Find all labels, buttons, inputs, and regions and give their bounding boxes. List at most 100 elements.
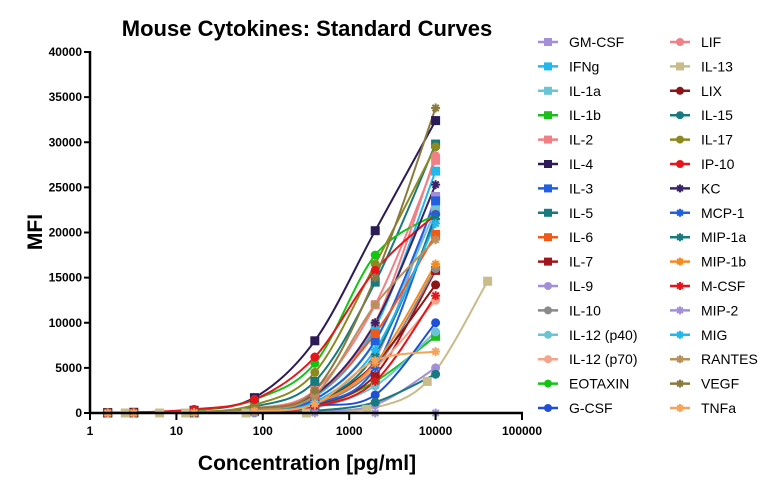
data-point	[431, 291, 441, 301]
data-point	[431, 205, 441, 215]
legend-marker-icon	[544, 86, 552, 95]
legend-marker-icon	[544, 306, 552, 315]
legend-label: IL-5	[569, 205, 593, 221]
y-tick-label: 0	[75, 406, 82, 420]
data-point	[370, 259, 380, 269]
data-point	[370, 300, 380, 310]
legend-item: IL-17	[670, 132, 733, 148]
legend-label: IFNg	[569, 58, 599, 74]
legend-item: IL-10	[538, 302, 601, 318]
legend-item: MCP-1	[670, 205, 745, 221]
x-tick-label: 100	[253, 424, 273, 438]
y-tick-label: 35000	[49, 90, 83, 104]
data-point	[431, 331, 441, 341]
legend-marker-icon	[676, 135, 684, 144]
curve-il-5	[107, 143, 437, 415]
plot-curves	[107, 107, 489, 415]
data-point	[370, 250, 380, 260]
legend-marker-icon	[544, 184, 552, 193]
legend-marker-icon	[544, 135, 552, 144]
legend-marker-icon	[544, 62, 552, 71]
legend-item: IL-2	[538, 132, 593, 148]
legend-marker-icon	[544, 257, 552, 266]
legend-label: MIP-2	[701, 302, 739, 318]
legend-label: IL-6	[569, 229, 593, 245]
data-point	[370, 277, 380, 287]
y-tick-label: 5000	[55, 361, 82, 375]
legend-label: LIX	[701, 83, 723, 99]
data-point	[370, 370, 380, 380]
legend-marker-icon	[544, 111, 552, 120]
legend-marker-icon	[544, 379, 552, 388]
curve-il-1a	[107, 209, 437, 415]
legend-label: IL-12 (p40)	[569, 327, 637, 343]
legend-item: MIP-1b	[670, 254, 746, 270]
data-point	[431, 155, 441, 165]
legend-marker-icon	[676, 404, 684, 412]
legend-label: IL-1b	[569, 107, 601, 123]
data-point	[370, 318, 380, 328]
legend-item: IL-5	[538, 205, 593, 221]
legend-item: IL-12 (p70)	[538, 351, 637, 367]
legend-label: IL-7	[569, 254, 593, 270]
legend-marker-icon	[676, 306, 684, 315]
data-point	[370, 397, 380, 407]
chart-title: Mouse Cytokines: Standard Curves	[122, 16, 492, 41]
legend-marker-icon	[676, 208, 684, 217]
legend-marker-icon	[676, 160, 684, 168]
data-point	[431, 280, 441, 290]
legend-marker-icon	[676, 86, 684, 95]
data-point	[431, 363, 441, 373]
data-point	[431, 318, 441, 328]
legend-item: GM-CSF	[538, 34, 624, 50]
legend-label: MIP-1b	[701, 254, 746, 270]
data-point	[431, 229, 441, 239]
legend-item: EOTAXIN	[538, 376, 629, 392]
data-point	[422, 376, 432, 386]
legend-label: IL-4	[569, 156, 593, 172]
data-point	[370, 329, 380, 339]
x-tick-label: 100000	[502, 424, 542, 438]
legend-item: MIG	[670, 327, 727, 343]
legend-item: IL-15	[670, 107, 733, 123]
legend-label: G-CSF	[569, 400, 613, 416]
legend-label: M-CSF	[701, 278, 745, 294]
data-point	[249, 394, 259, 404]
axes	[88, 51, 523, 415]
data-point	[431, 180, 441, 190]
legend-label: IL-1a	[569, 83, 601, 99]
legend: GM-CSF IFNg IL-1a IL-1b IL-2 IL-4 IL-3 IL-5 IL-6…	[538, 34, 758, 416]
legend-item: IL-1b	[538, 107, 601, 123]
data-point	[249, 406, 259, 416]
y-axis-label: MFI	[24, 214, 47, 250]
legend-label: KC	[701, 180, 720, 196]
legend-label: IL-3	[569, 180, 593, 196]
legend-label: IL-12 (p70)	[569, 351, 637, 367]
y-ticks: 0 5000 10000 15000 20000 25000 30000 35000 40000	[49, 45, 90, 420]
data-point	[310, 352, 320, 362]
data-point	[431, 196, 441, 206]
legend-item: M-CSF	[670, 278, 745, 294]
legend-marker-icon	[544, 330, 552, 339]
data-point	[310, 399, 320, 409]
y-tick-label: 30000	[49, 135, 83, 149]
y-tick-label: 15000	[49, 271, 83, 285]
legend-item: IL-6	[538, 229, 593, 245]
legend-marker-icon	[544, 282, 552, 290]
legend-item: IL-13	[670, 58, 733, 74]
data-point	[310, 336, 320, 346]
legend-item: IP-10	[670, 156, 735, 172]
x-ticks: 1 10 100 1000 10000 100000	[87, 413, 542, 438]
legend-marker-icon	[544, 208, 552, 217]
legend-marker-icon	[676, 62, 684, 71]
data-point	[370, 336, 380, 346]
data-point	[310, 376, 320, 386]
data-point	[431, 369, 441, 379]
data-point	[431, 191, 441, 201]
y-tick-label: 20000	[49, 226, 83, 240]
legend-label: TNFa	[701, 400, 736, 416]
legend-label: IL-17	[701, 132, 733, 148]
legend-label: IL-9	[569, 278, 593, 294]
legend-item: IFNg	[538, 58, 599, 74]
